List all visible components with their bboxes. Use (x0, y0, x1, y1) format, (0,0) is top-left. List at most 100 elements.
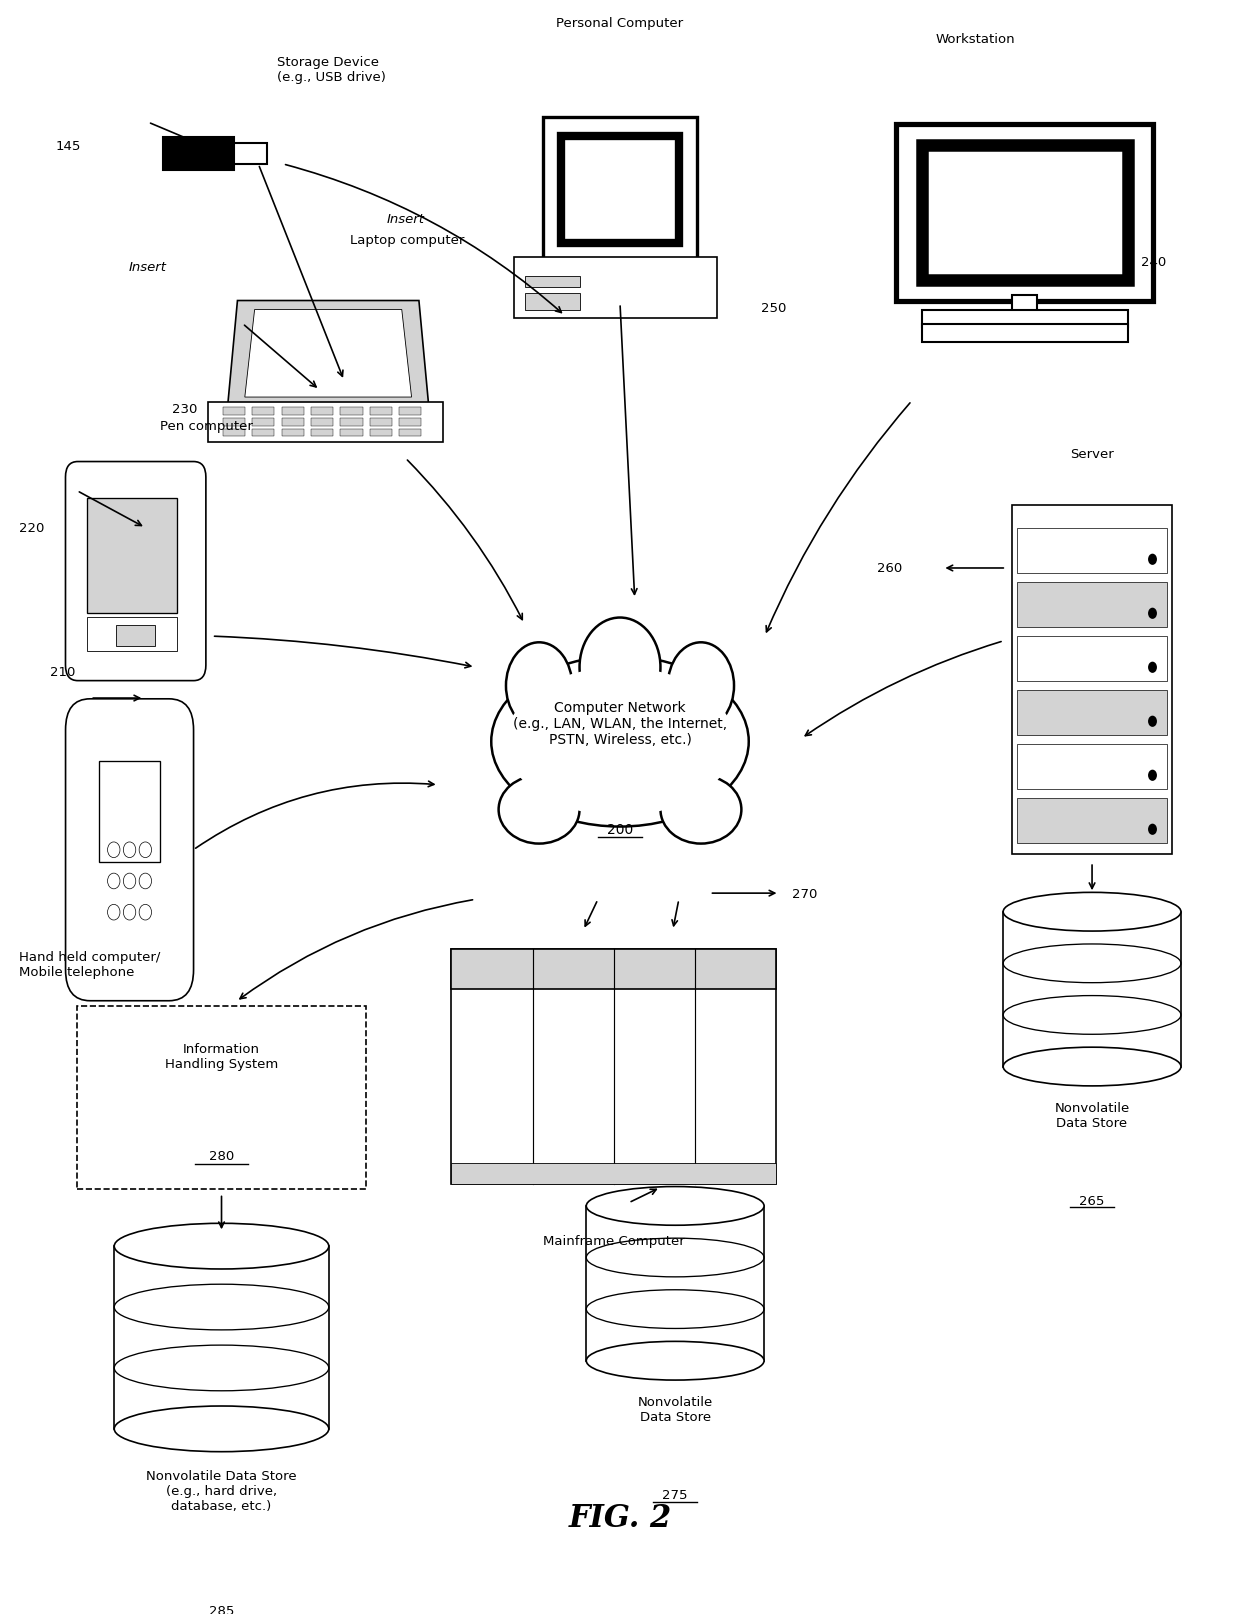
Text: 260: 260 (878, 562, 903, 575)
Bar (921, 326, 1127, 342)
Bar (399, 420, 422, 426)
Bar (1017, 636, 1167, 681)
Bar (543, 118, 697, 263)
Bar (451, 1164, 776, 1183)
Bar (525, 294, 580, 310)
Text: 285: 285 (208, 1604, 234, 1614)
Text: 280: 280 (208, 1149, 234, 1162)
Bar (311, 420, 334, 426)
Bar (311, 429, 334, 437)
Circle shape (123, 905, 135, 920)
Ellipse shape (506, 642, 572, 730)
Bar (341, 420, 362, 426)
Text: Computer Network
(e.g., LAN, WLAN, the Internet,
PSTN, Wireless, etc.): Computer Network (e.g., LAN, WLAN, the I… (513, 700, 727, 747)
Circle shape (139, 873, 151, 889)
Bar (252, 408, 274, 415)
Text: 250: 250 (761, 302, 786, 315)
Bar (370, 420, 392, 426)
Bar (895, 126, 1153, 302)
Ellipse shape (587, 1186, 764, 1225)
Ellipse shape (1003, 893, 1180, 931)
Circle shape (139, 843, 151, 859)
Bar (921, 310, 1127, 328)
Ellipse shape (1003, 1047, 1180, 1086)
Ellipse shape (661, 776, 742, 844)
Text: Workstation: Workstation (936, 32, 1016, 45)
Text: Insert: Insert (129, 260, 167, 273)
Bar (1003, 912, 1180, 1067)
Bar (451, 951, 776, 1183)
Text: 240: 240 (1141, 255, 1167, 270)
Bar (252, 429, 274, 437)
Bar (947, 163, 1102, 258)
Text: Mainframe Computer: Mainframe Computer (543, 1235, 684, 1248)
Text: Nonvolatile Data Store
(e.g., hard drive,
database, etc.): Nonvolatile Data Store (e.g., hard drive… (146, 1469, 296, 1512)
Text: 275: 275 (662, 1488, 688, 1501)
Bar (117, 626, 155, 647)
Text: Pen computer: Pen computer (160, 420, 253, 433)
Bar (525, 278, 580, 289)
Bar (1017, 529, 1167, 575)
Bar (87, 618, 177, 650)
Bar (1017, 583, 1167, 628)
Text: 220: 220 (19, 521, 45, 534)
Circle shape (1148, 825, 1157, 836)
Text: Insert: Insert (387, 213, 424, 226)
Bar (234, 144, 268, 165)
Bar (252, 420, 274, 426)
Text: Nonvolatile
Data Store: Nonvolatile Data Store (1054, 1101, 1130, 1128)
FancyBboxPatch shape (66, 462, 206, 681)
FancyBboxPatch shape (66, 699, 193, 1001)
Bar (399, 429, 422, 437)
Bar (577, 144, 663, 224)
Circle shape (139, 905, 151, 920)
Circle shape (108, 873, 120, 889)
Ellipse shape (506, 668, 734, 817)
Bar (311, 408, 334, 415)
Text: Hand held computer/
Mobile telephone: Hand held computer/ Mobile telephone (19, 951, 161, 978)
Bar (370, 408, 392, 415)
Bar (562, 137, 678, 244)
Text: 200: 200 (606, 823, 634, 836)
Bar (99, 762, 160, 862)
Bar (1017, 744, 1167, 789)
Bar (341, 429, 362, 437)
Bar (515, 258, 717, 320)
Text: 230: 230 (172, 404, 198, 416)
Ellipse shape (579, 618, 661, 717)
Circle shape (1148, 554, 1157, 565)
Bar (223, 420, 244, 426)
Text: Information
Handling System: Information Handling System (165, 1043, 278, 1070)
Text: 145: 145 (56, 140, 82, 153)
Bar (87, 499, 177, 613)
Circle shape (1148, 608, 1157, 620)
Bar (587, 1206, 764, 1361)
FancyBboxPatch shape (77, 1007, 366, 1190)
Bar (281, 420, 304, 426)
Polygon shape (228, 302, 429, 407)
Ellipse shape (114, 1223, 329, 1269)
Bar (1012, 505, 1172, 854)
Text: Personal Computer: Personal Computer (557, 18, 683, 31)
Text: Storage Device
(e.g., USB drive): Storage Device (e.g., USB drive) (277, 56, 386, 84)
Bar (223, 429, 244, 437)
Bar (281, 429, 304, 437)
Bar (921, 145, 1127, 281)
Bar (1017, 799, 1167, 844)
Ellipse shape (668, 642, 734, 730)
Polygon shape (244, 310, 412, 397)
Bar (114, 1246, 329, 1428)
Bar (1012, 295, 1038, 316)
Bar (370, 429, 392, 437)
Circle shape (1148, 662, 1157, 673)
Circle shape (108, 905, 120, 920)
Text: Nonvolatile
Data Store: Nonvolatile Data Store (637, 1394, 713, 1424)
Text: Server: Server (1070, 447, 1114, 460)
Ellipse shape (114, 1406, 329, 1451)
Bar (281, 408, 304, 415)
Bar (223, 408, 244, 415)
Ellipse shape (491, 657, 749, 826)
Bar (208, 402, 444, 442)
Bar (341, 408, 362, 415)
Circle shape (108, 843, 120, 859)
